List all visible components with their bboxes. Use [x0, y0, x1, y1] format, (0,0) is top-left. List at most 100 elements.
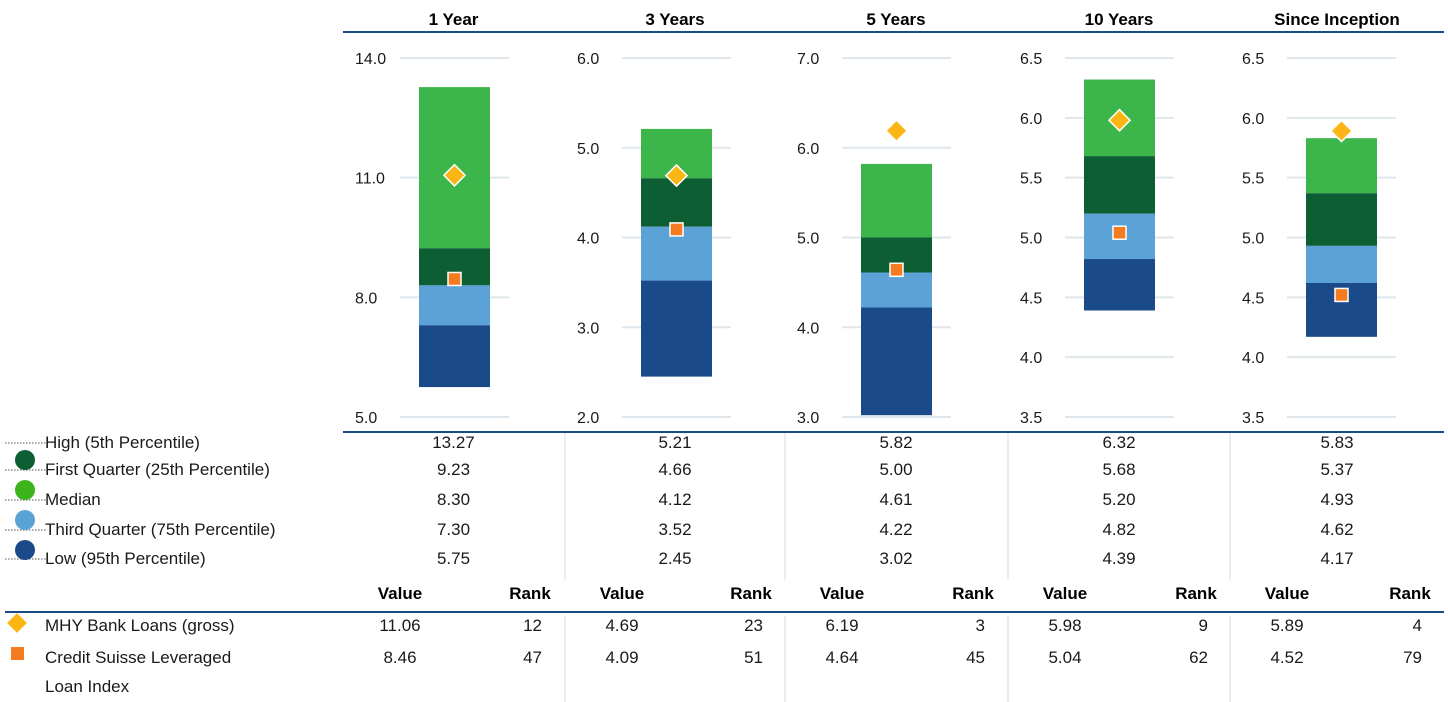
y-tick-label: 4.5 — [1242, 290, 1264, 307]
series-rank: 79 — [1403, 648, 1422, 667]
index-marker — [447, 271, 462, 287]
y-tick-label: 5.0 — [355, 410, 377, 427]
bar-segment — [861, 307, 932, 416]
bar-segment — [1306, 193, 1377, 246]
y-tick-label: 6.5 — [1020, 51, 1042, 68]
y-tick-label: 6.0 — [1020, 111, 1042, 128]
percentile-value: 2.45 — [658, 549, 691, 568]
series-rank: 4 — [1413, 616, 1422, 635]
y-tick-label: 2.0 — [577, 410, 599, 427]
value-header: Value — [378, 584, 422, 603]
percentile-value: 4.66 — [658, 460, 691, 479]
y-tick-label: 4.0 — [1242, 350, 1264, 367]
rank-header: Rank — [509, 584, 551, 603]
percentile-value: 5.82 — [879, 433, 912, 452]
bar-segment — [1084, 259, 1155, 311]
y-tick-label: 4.0 — [797, 320, 819, 337]
y-tick-label: 6.0 — [797, 141, 819, 158]
y-tick-label: 14.0 — [355, 51, 386, 68]
percentile-value: 4.93 — [1320, 490, 1353, 509]
series-value: 5.04 — [1048, 648, 1081, 667]
y-tick-label: 6.5 — [1242, 51, 1264, 68]
y-tick-label: 5.0 — [1020, 231, 1042, 248]
fund-marker — [664, 163, 689, 188]
legend-dot — [15, 450, 35, 470]
y-tick-label: 8.0 — [355, 290, 377, 307]
period-header: 3 Years — [645, 10, 704, 29]
y-tick-label: 5.0 — [1242, 231, 1264, 248]
series-rank: 23 — [744, 616, 763, 635]
y-tick-label: 5.5 — [1242, 171, 1264, 188]
series-value: 5.98 — [1048, 616, 1081, 635]
series-value: 4.69 — [605, 616, 638, 635]
percentile-value: 3.52 — [658, 520, 691, 539]
percentile-value: 5.68 — [1102, 460, 1135, 479]
y-tick-label: 11.0 — [355, 171, 385, 188]
percentile-value: 4.61 — [879, 490, 912, 509]
y-tick-label: 3.5 — [1242, 410, 1264, 427]
bar-segment — [1306, 245, 1377, 283]
period-header: 10 Years — [1085, 10, 1154, 29]
percentile-value: 5.37 — [1320, 460, 1353, 479]
y-tick-label: 4.0 — [577, 231, 599, 248]
series-value: 6.19 — [825, 616, 858, 635]
bar-segment — [419, 285, 490, 326]
index-marker — [1334, 287, 1349, 303]
y-tick-label: 4.0 — [1020, 350, 1042, 367]
percentile-value: 13.27 — [432, 433, 475, 452]
legend-dot — [15, 510, 35, 530]
period-header: Since Inception — [1274, 10, 1400, 29]
value-header: Value — [1265, 584, 1309, 603]
percentile-label: High (5th Percentile) — [45, 433, 200, 452]
bar-segment — [419, 325, 490, 388]
series-rank: 12 — [523, 616, 542, 635]
y-tick-label: 7.0 — [797, 51, 819, 68]
series-value: 4.52 — [1270, 648, 1303, 667]
bar-segment — [1084, 156, 1155, 214]
percentile-value: 4.22 — [879, 520, 912, 539]
percentile-value: 5.20 — [1102, 490, 1135, 509]
rank-header: Rank — [1389, 584, 1431, 603]
legend-dot — [15, 540, 35, 560]
series-rank: 51 — [744, 648, 763, 667]
fund-marker — [884, 119, 909, 143]
fund-marker — [1329, 119, 1354, 143]
percentile-value: 6.32 — [1102, 433, 1135, 452]
percentile-value: 4.17 — [1320, 549, 1353, 568]
period-header: 5 Years — [866, 10, 925, 29]
percentile-value: 9.23 — [437, 460, 470, 479]
percentile-value: 8.30 — [437, 490, 470, 509]
legend-square-icon — [11, 647, 24, 660]
fund-marker — [1107, 108, 1132, 132]
y-tick-label: 3.0 — [577, 320, 599, 337]
series-rank: 9 — [1199, 616, 1208, 635]
percentile-value: 5.83 — [1320, 433, 1353, 452]
period-header: 1 Year — [429, 10, 479, 29]
index-marker — [669, 222, 684, 237]
percentile-label: Median — [45, 490, 101, 509]
value-header: Value — [1043, 584, 1087, 603]
percentile-value: 4.12 — [658, 490, 691, 509]
bar-segment — [641, 280, 712, 377]
series-rank: 3 — [976, 616, 985, 635]
index-marker — [1112, 225, 1127, 240]
series-rank: 47 — [523, 648, 542, 667]
y-tick-label: 5.0 — [577, 141, 599, 158]
bar-segment — [1306, 138, 1377, 194]
fund-marker — [442, 163, 467, 187]
y-tick-label: 5.0 — [797, 231, 819, 248]
series-label-line2: Loan Index — [45, 677, 130, 696]
percentile-value: 3.02 — [879, 549, 912, 568]
bar-segment — [861, 272, 932, 308]
bar-segment — [861, 163, 932, 238]
percentile-value: 5.21 — [658, 433, 691, 452]
series-label: Credit Suisse Leveraged — [45, 648, 231, 667]
legend-diamond-icon — [7, 613, 27, 633]
series-rank: 62 — [1189, 648, 1208, 667]
rank-header: Rank — [730, 584, 772, 603]
value-header: Value — [820, 584, 864, 603]
series-value: 4.09 — [605, 648, 638, 667]
series-value: 8.46 — [383, 648, 416, 667]
y-tick-label: 6.0 — [577, 51, 599, 68]
